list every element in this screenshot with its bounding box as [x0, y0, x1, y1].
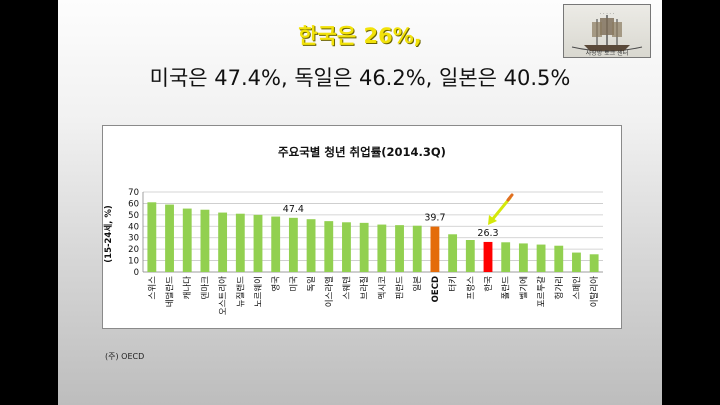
x-tick-label: 이탈리아 — [589, 276, 600, 307]
bar — [182, 208, 192, 272]
y-tick-label: 40 — [128, 222, 139, 232]
bar — [518, 243, 528, 272]
bar — [536, 244, 546, 272]
y-tick-label: 70 — [128, 188, 139, 198]
x-tick-label: 스웨덴 — [341, 276, 352, 300]
x-tick-label: 폴란드 — [501, 276, 512, 300]
chart-title: 주요국별 청년 취업률(2014.3Q) — [278, 145, 446, 159]
logo-text: 사랑방 토크 센터 — [586, 49, 628, 57]
slide: 한국은 26%, 미국은 47.4%, 독일은 46.2%, 일본은 40.5%… — [58, 0, 662, 405]
bar — [395, 225, 404, 272]
x-tick-label: 프랑스 — [465, 276, 476, 300]
x-tick-label: 네덜란드 — [165, 276, 176, 307]
bar — [324, 221, 334, 272]
y-tick-label: 60 — [128, 199, 139, 209]
logo-stamp: · · · · · 사랑방 토크 센터 — [563, 4, 651, 58]
gridlines — [142, 191, 603, 273]
x-tick-label: 벨기에 — [518, 276, 529, 299]
bar — [147, 202, 157, 272]
bar — [483, 241, 493, 272]
bar — [448, 234, 458, 272]
data-label: 26.3 — [477, 228, 498, 239]
x-tick-label: 터키 — [449, 276, 459, 292]
x-tick-label: 스위스 — [148, 276, 158, 300]
x-tick-label: 덴마크 — [201, 276, 211, 300]
headline-korea: 한국은 26%, — [298, 24, 422, 48]
chart-panel: 주요국별 청년 취업률(2014.3Q) 0 10 20 30 40 50 60 70 스위스 네… — [102, 125, 622, 329]
bar — [412, 225, 422, 272]
bar — [200, 209, 210, 272]
bar — [377, 224, 387, 272]
bar — [359, 222, 369, 272]
x-tick-label: 스페인 — [571, 276, 582, 299]
bar — [554, 245, 564, 272]
bar — [165, 204, 174, 272]
bar — [253, 214, 263, 272]
bar — [306, 219, 316, 272]
x-tick-label: OECD — [431, 276, 441, 302]
arrow-shaft — [490, 196, 512, 222]
x-tick-label: 일본 — [413, 276, 423, 292]
data-label: 39.7 — [424, 213, 445, 224]
bar — [465, 240, 475, 272]
bar — [501, 242, 511, 272]
x-tick-label: 오스트리아 — [218, 276, 229, 315]
bar — [589, 254, 599, 272]
y-tick-label: 50 — [128, 211, 139, 221]
ship-logo-icon: · · · · · 사랑방 토크 센터 — [571, 11, 643, 57]
bar — [342, 222, 351, 272]
svg-text:· · · · ·: · · · · · — [600, 11, 615, 17]
x-tick-label: 영국 — [271, 276, 282, 292]
highlight-arrow-icon — [488, 193, 514, 225]
x-tick-label: 노르웨이 — [253, 276, 264, 307]
y-axis-label: (15-24세, %) — [103, 205, 114, 263]
y-tick-label: 0 — [134, 268, 139, 278]
bar — [430, 226, 440, 272]
bar — [235, 213, 245, 272]
x-tick-label: 한국 — [484, 276, 494, 292]
data-label: 47.4 — [283, 204, 304, 215]
y-tick-label: 20 — [128, 245, 139, 255]
bars — [147, 202, 599, 272]
x-tick-label: 캐나다 — [183, 276, 193, 300]
arrow-tail — [506, 193, 514, 202]
x-tick-label: 미국 — [289, 276, 299, 292]
headline-comparison: 미국은 47.4%, 독일은 46.2%, 일본은 40.5% — [149, 66, 571, 90]
source-note: (주) OECD — [105, 352, 145, 361]
x-tick-label: 뉴질랜드 — [235, 276, 246, 307]
x-tick-label: 브라질 — [359, 276, 370, 299]
x-tick-label: 헝가리 — [555, 276, 565, 299]
y-tick-label: 30 — [128, 234, 139, 244]
x-tick-label: 멕시코 — [377, 276, 388, 300]
x-tick-label: 포르투갈 — [537, 276, 547, 307]
y-tick-label: 10 — [128, 257, 139, 267]
x-tick-label: 핀란드 — [395, 276, 406, 300]
bar — [271, 216, 281, 272]
x-tick-label: 독일 — [307, 276, 317, 292]
bar — [218, 212, 228, 272]
bar — [572, 252, 581, 272]
bar — [288, 217, 298, 272]
x-tick-label: 이스라엘 — [324, 276, 335, 307]
arrow-head — [488, 214, 497, 225]
